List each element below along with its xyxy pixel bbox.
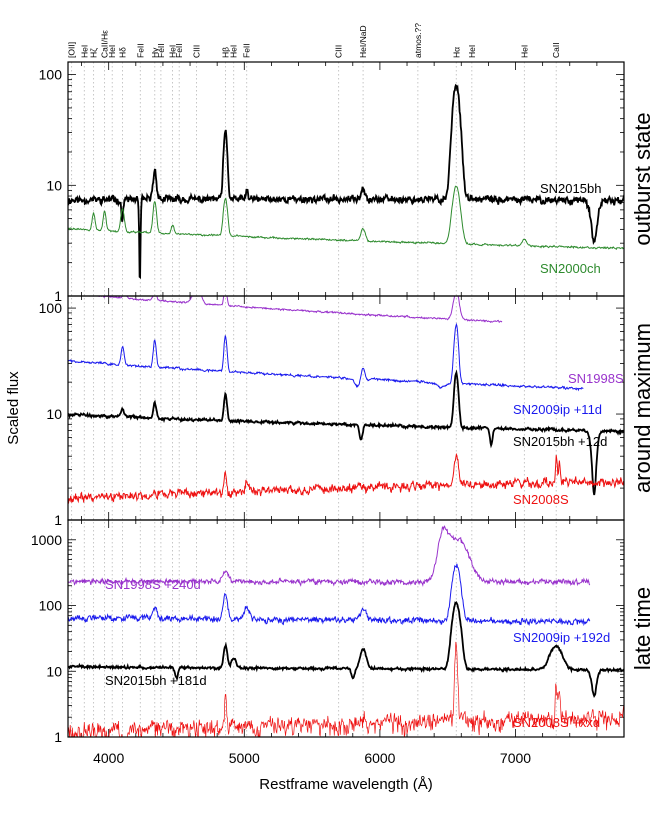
marker-label: Hδ	[118, 47, 128, 58]
spectrum-sn2015bh-181d	[68, 600, 624, 699]
panel-around-maximum: 1 10 100 SN1998S SN2009ip +11d SN2015bh +12d S…	[39, 295, 654, 528]
y-tick-label: 1000	[31, 532, 62, 548]
marker-label: atmos.??	[413, 23, 423, 58]
panel-title: late time	[630, 587, 654, 670]
marker-label: CaII/Hε	[100, 30, 110, 58]
series-label: SN2009ip +11d	[513, 402, 602, 417]
series-label: SN2008S	[513, 492, 569, 507]
marker-label: HeI	[107, 45, 117, 58]
panel-outburst-state: 1 10 100 SN2015bh SN2000ch outburst state	[39, 61, 654, 304]
y-tick-label: 100	[39, 300, 63, 316]
marker-label: FeII	[174, 43, 184, 58]
x-axis: 4000 5000 6000 7000	[93, 750, 531, 766]
x-tick-label: 5000	[229, 750, 260, 766]
y-tick-label: 100	[39, 598, 63, 614]
spectrum-sn2015bh	[68, 83, 624, 280]
spectrum-sn2015bh-12d	[68, 369, 624, 496]
marker-label: HeI	[467, 45, 477, 58]
marker-label: [OII]	[67, 42, 77, 58]
spectrum-sn1998s	[80, 296, 503, 323]
x-tick-label: 7000	[500, 750, 531, 766]
panel-late-time: 1 10 100 1000 SN1998S +240d SN2009ip +192d SN2…	[31, 519, 654, 745]
series-label: SN2015bh +181d	[105, 673, 207, 688]
series-label: SN2000ch	[540, 261, 601, 276]
y-tick-label: 1	[54, 729, 62, 745]
x-tick-label: 6000	[364, 750, 395, 766]
marker-label: FeII	[156, 43, 166, 58]
y-tick-label: 1	[54, 512, 62, 528]
panel-frame	[67, 519, 625, 738]
spectrum-sn2000ch	[68, 185, 624, 251]
marker-label: HeI	[168, 45, 178, 58]
x-axis-label: Restframe wavelength (Å)	[259, 776, 432, 793]
spectrum-sn1998s-240d	[68, 525, 591, 587]
marker-label: FeII	[242, 43, 252, 58]
y-tick-label: 10	[46, 177, 62, 193]
marker-label: Hα	[451, 47, 461, 58]
spectrum-sn2009ip-192d	[68, 563, 591, 627]
x-tick-label: 4000	[93, 750, 124, 766]
spectrum-sn2008s	[68, 452, 624, 504]
panel-title: around maximum	[630, 323, 654, 493]
y-tick-label: 10	[46, 663, 62, 679]
marker-label: HeI	[79, 45, 89, 58]
marker-label: CaII	[551, 42, 561, 58]
y-tick-label: 100	[39, 67, 63, 83]
marker-label: Hγ	[150, 47, 160, 58]
spectrum-sn2009ip-11d	[68, 322, 584, 392]
marker-label: HeI/NaD	[358, 25, 368, 58]
marker-label: CIII	[191, 45, 201, 58]
series-label: SN1998S +240d	[105, 577, 201, 592]
marker-label: HeI	[519, 45, 529, 58]
y-tick-label: 1	[54, 288, 62, 304]
y-tick-label: 10	[46, 406, 62, 422]
series-label: SN2015bh +12d	[513, 434, 607, 449]
series-label: SN2015bh	[540, 181, 601, 196]
marker-label: FeII	[135, 43, 145, 58]
series-label: SN2009ip +192d	[513, 630, 610, 645]
marker-label: Hζ	[89, 48, 99, 58]
marker-label: Hβ	[220, 47, 230, 58]
marker-label: CIII	[334, 45, 344, 58]
spectrum-sn2008s-xxd	[68, 641, 624, 737]
y-axis-label: Scaled flux	[5, 371, 22, 445]
marker-label: HeI	[229, 45, 239, 58]
series-label: SN1998S	[568, 371, 624, 386]
panel-title: outburst state	[630, 112, 654, 245]
